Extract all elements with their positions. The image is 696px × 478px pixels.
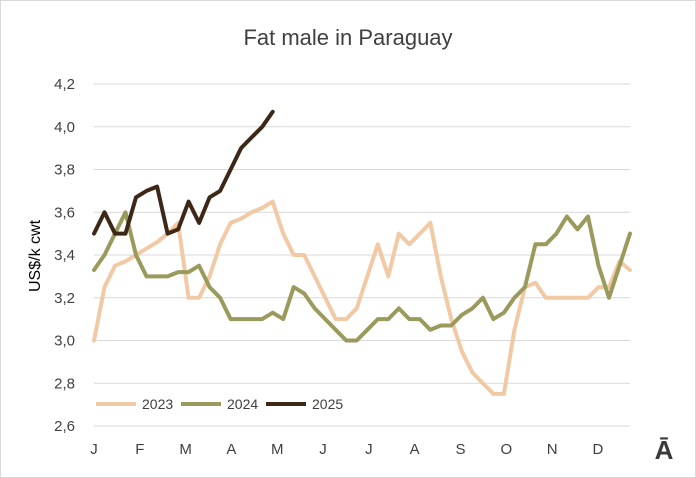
brand-logo: Ā (655, 435, 674, 465)
x-tick-label: F (135, 441, 144, 458)
series-line-2024 (92, 210, 632, 343)
y-tick-labels: 2,6 2,8 3,0 3,2 3,4 3,6 3,8 4,0 4,2 (54, 76, 75, 435)
x-tick-label: J (90, 441, 98, 458)
y-tick-label: 3,6 (54, 204, 75, 221)
y-tick-label: 3,4 (54, 247, 75, 264)
x-tick-label: O (500, 441, 512, 458)
series-line-2023 (92, 199, 632, 396)
x-tick-label: M (179, 441, 192, 458)
y-tick-label: 3,0 (54, 333, 75, 350)
y-tick-label: 2,6 (54, 418, 75, 435)
y-tick-label: 4,2 (54, 76, 75, 93)
series-lines (92, 109, 632, 396)
y-axis-label: US$/k cwt (27, 219, 44, 292)
x-tick-label: J (365, 441, 373, 458)
y-tick-label: 3,8 (54, 162, 75, 179)
x-tick-label: A (226, 441, 236, 458)
legend-label-2024: 2024 (227, 396, 258, 412)
x-tick-label: J (319, 441, 327, 458)
legend-label-2023: 2023 (142, 396, 173, 412)
y-tick-label: 4,0 (54, 119, 75, 136)
y-tick-label: 3,2 (54, 290, 75, 307)
x-tick-label: S (455, 441, 465, 458)
legend: 2023 2024 2025 (96, 396, 343, 412)
y-tick-label: 2,8 (54, 375, 75, 392)
gridlines (94, 83, 630, 427)
legend-label-2025: 2025 (312, 396, 343, 412)
x-tick-label: M (271, 441, 284, 458)
series-line-2025 (92, 109, 275, 236)
x-tick-label: D (593, 441, 604, 458)
x-tick-label: N (547, 441, 558, 458)
x-tick-label: A (410, 441, 420, 458)
chart-title: Fat male in Paraguay (243, 25, 452, 50)
